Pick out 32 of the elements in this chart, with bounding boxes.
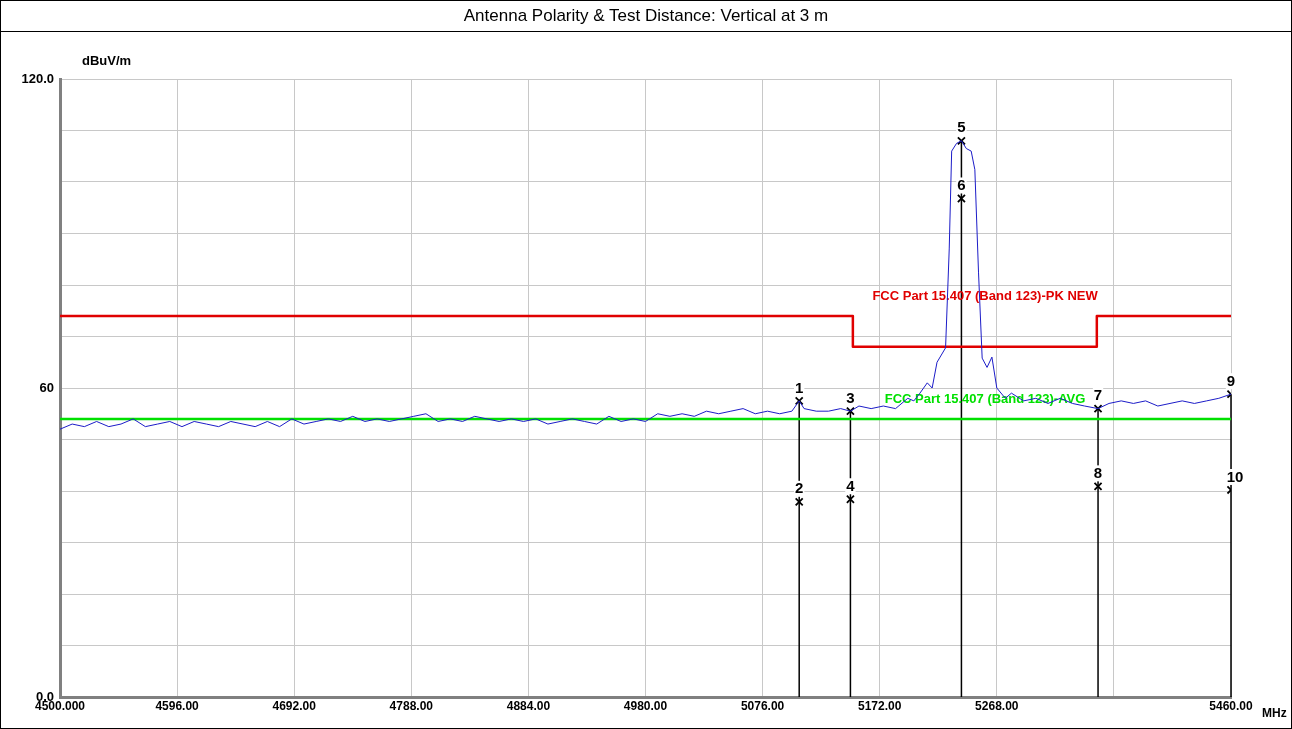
annotation: 5 [957, 118, 966, 136]
point [1093, 404, 1103, 414]
x-tick-label: 5460.00 [1209, 698, 1254, 713]
x-tick-label: 4692.00 [272, 698, 317, 713]
x-axis-title: MHz [1262, 706, 1287, 721]
y-tick-label: 60 [39, 379, 54, 395]
x-tick-label: 5076.00 [740, 698, 785, 713]
point [794, 396, 804, 406]
point [956, 136, 966, 146]
annotation: 6 [957, 176, 966, 194]
annotation: 2 [795, 479, 804, 497]
point [845, 494, 855, 504]
x-tick-label: 4596.00 [155, 698, 200, 713]
annotation: 8 [1093, 464, 1103, 482]
x-tick-label: 4884.00 [506, 698, 551, 713]
point [845, 406, 855, 416]
annotation: 3 [846, 388, 855, 406]
point [1093, 481, 1103, 491]
point [794, 497, 804, 507]
y-tick-label: 120.0 [21, 70, 54, 86]
annotation: 10 [1226, 467, 1244, 485]
annotation: 9 [1226, 371, 1236, 389]
annotation: 4 [846, 476, 856, 494]
x-tick-label: 5172.00 [858, 698, 902, 713]
point [956, 194, 966, 203]
annotation: 7 [1093, 386, 1103, 404]
chart-title: Antenna Polarity & Test Distance: Vertical at 3 m [1, 1, 1291, 32]
annotation: 1 [795, 378, 804, 396]
x-tick-label: 4788.00 [389, 698, 434, 713]
x-tick-label: 5268.00 [975, 698, 1019, 713]
x-tick-label: 4980.00 [623, 698, 668, 713]
y-axis-title: dBuV/m [82, 52, 132, 68]
